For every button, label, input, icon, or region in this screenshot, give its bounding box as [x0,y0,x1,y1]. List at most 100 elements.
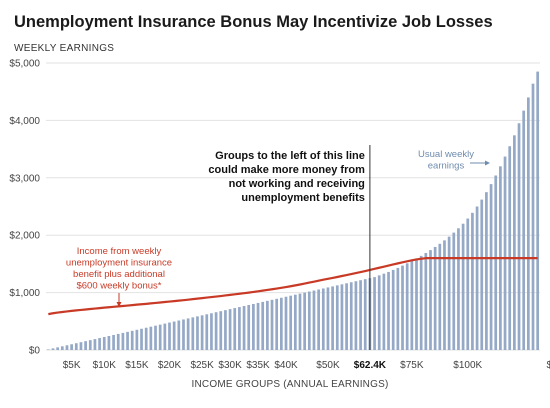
earnings-bar [79,342,83,350]
earnings-bar [438,243,442,350]
earnings-bar [508,146,512,350]
earnings-bar [480,199,484,350]
earnings-bar [228,309,232,350]
earnings-bar [112,334,115,350]
earnings-bar [391,269,395,350]
earnings-bar [102,337,106,350]
earnings-bar [503,156,507,350]
earnings-bar [494,175,498,350]
earnings-bar [531,83,535,350]
earnings-bar [433,246,437,350]
earnings-bar [396,267,400,350]
earnings-bar [401,265,404,350]
earnings-bar [377,275,381,350]
earnings-bar [289,295,293,350]
earnings-bar [70,344,73,350]
earnings-bar [163,323,167,350]
x-tick-label: $50K [316,360,340,371]
threshold-annotation-line: not working and receiving [229,178,365,190]
benefit-annotation-line: $600 weekly bonus* [76,281,161,292]
earnings-bar [224,310,227,350]
x-tick-label: $100K [453,360,482,371]
annotations: Groups to the left of this line could mak… [66,145,490,350]
earnings-bar [471,212,474,350]
benefit-annotation-line: benefit plus additional [73,269,165,280]
earnings-bar [321,288,325,350]
earnings-bar [340,284,344,350]
earnings-bar [475,206,479,350]
x-tick-label: $62.4K [354,360,387,371]
earnings-annotation-line: earnings [428,161,465,172]
earnings-bar [382,273,386,350]
earnings-bar [107,335,111,350]
earnings-bar [452,232,456,350]
earnings-bar [219,311,223,350]
earnings-bar [522,110,526,350]
earnings-bar [205,314,209,350]
earnings-bar [196,316,199,350]
earnings-bar [303,292,307,350]
earnings-bar [144,327,148,350]
earnings-bar [443,240,446,350]
benefit-annotation-arrowhead [116,302,122,307]
earnings-bar [116,333,120,350]
y-tick-label: $0 [29,346,41,357]
y-tick-label: $1,000 [9,288,40,299]
earnings-bar [275,298,279,350]
earnings-bar [354,281,358,350]
x-tick-label: $40K [274,360,298,371]
earnings-bar [98,338,101,350]
earnings-bar [298,293,302,350]
earnings-bar [326,287,330,350]
earnings-bar [466,218,470,350]
earnings-bar [270,299,274,350]
earnings-bar [247,304,251,350]
earnings-bar [154,325,157,350]
earnings-bar [74,343,78,350]
benefit-annotation-line: unemployment insurance [66,258,172,269]
earnings-bar [419,255,423,350]
earnings-bar [186,318,190,350]
earnings-bars [46,71,540,351]
earnings-annotation-arrowhead [485,160,490,166]
earnings-bar [177,320,181,350]
earnings-bar [60,346,64,350]
threshold-annotation-line: unemployment benefits [241,192,364,204]
earnings-bar [158,324,162,350]
earnings-bar [168,322,171,350]
earnings-bar [51,348,55,350]
threshold-annotation-line: could make more money from [208,164,365,176]
x-tick-label: $75K [400,360,424,371]
earnings-bar [88,340,92,350]
earnings-bar [135,329,139,350]
y-axis-label: WEEKLY EARNINGS [14,43,114,54]
earnings-bar [349,282,353,350]
earnings-bar [65,345,69,350]
earnings-bar [457,228,460,350]
earnings-bar [373,277,376,350]
earnings-bar [140,328,143,350]
x-tick-label: $200K [547,360,550,371]
earnings-bar [489,184,493,350]
earnings-bar [256,302,260,350]
earnings-bar [405,263,409,350]
y-tick-label: $3,000 [9,173,40,184]
earnings-bar [536,71,540,351]
earnings-bar [415,258,418,350]
earnings-bar [317,289,320,350]
earnings-bar [345,283,348,350]
earnings-bar [214,312,218,350]
y-tick-labels: $0 $1,000 $2,000 $3,000 $4,000 $5,000 [9,59,40,357]
earnings-bar [312,290,316,350]
earnings-bar [210,313,213,350]
benefit-annotation-line: Income from weekly [77,246,162,257]
benefit-line [48,257,538,316]
earnings-bar [410,261,414,350]
earnings-bar [526,97,530,350]
earnings-bar [242,306,246,350]
earnings-bar [335,285,339,350]
earnings-bar [359,280,362,350]
earnings-bar [252,303,255,350]
